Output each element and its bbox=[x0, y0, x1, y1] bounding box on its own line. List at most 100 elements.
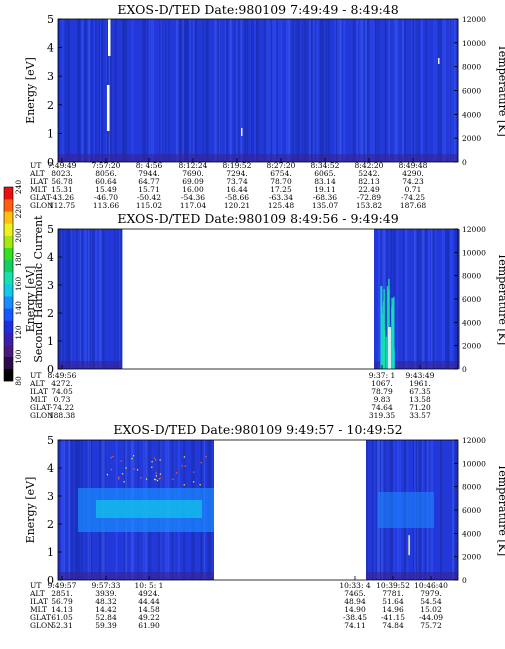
streak bbox=[418, 19, 420, 162]
plume bbox=[385, 336, 388, 369]
streak bbox=[263, 19, 266, 162]
streak bbox=[180, 19, 183, 162]
gap-mark bbox=[438, 58, 440, 64]
table-cell: -63.34 bbox=[269, 193, 293, 202]
table-cell: 6065. bbox=[314, 169, 335, 178]
y2-tick-label: 8000 bbox=[462, 483, 481, 492]
streak bbox=[325, 19, 327, 162]
streak bbox=[364, 19, 368, 162]
plot-area bbox=[58, 229, 460, 369]
table-cell: 8:12:24 bbox=[179, 161, 208, 170]
streak bbox=[457, 229, 460, 369]
hot-dot bbox=[140, 477, 142, 479]
colorbar-swatch bbox=[4, 332, 13, 345]
colorbar-label: Second Harmonic Current bbox=[32, 215, 45, 363]
streak bbox=[311, 19, 314, 162]
table-cell: 4272. bbox=[51, 379, 72, 388]
streak bbox=[451, 229, 453, 369]
y2-tick-label: 4000 bbox=[462, 529, 481, 538]
hot-dot bbox=[183, 484, 185, 486]
streak bbox=[217, 19, 220, 162]
y2-tick-label: 2000 bbox=[462, 553, 481, 562]
plume bbox=[386, 353, 388, 369]
table-cell: 112.75 bbox=[49, 201, 75, 210]
low-band bbox=[58, 361, 122, 369]
streak bbox=[94, 19, 97, 162]
streak bbox=[420, 19, 424, 162]
streak bbox=[251, 19, 253, 162]
y2-tick-label: 2000 bbox=[462, 134, 481, 143]
streak bbox=[144, 19, 147, 162]
streak bbox=[75, 440, 78, 580]
gap-mark bbox=[408, 535, 410, 556]
streak bbox=[433, 19, 436, 162]
hot-dot bbox=[110, 456, 112, 459]
table-cell: 125.48 bbox=[268, 201, 294, 210]
streak bbox=[425, 229, 428, 369]
streak bbox=[385, 229, 388, 369]
y-tick-label: 1 bbox=[47, 127, 54, 140]
streak bbox=[442, 19, 445, 162]
streak bbox=[252, 19, 254, 162]
hot-dot bbox=[118, 476, 120, 479]
streak bbox=[309, 19, 311, 162]
hot-dot bbox=[154, 459, 157, 461]
streak bbox=[390, 19, 392, 162]
streak bbox=[82, 19, 85, 162]
hot-dot bbox=[154, 478, 156, 481]
streak bbox=[67, 229, 70, 369]
streak bbox=[322, 19, 324, 162]
table-cell: 64.77 bbox=[138, 177, 160, 186]
y2-tick-label: 4000 bbox=[462, 110, 481, 119]
streak bbox=[101, 19, 104, 162]
table-cell: 15.71 bbox=[138, 185, 159, 194]
table-cell: 7690. bbox=[182, 169, 203, 178]
streak bbox=[122, 19, 125, 162]
streak bbox=[117, 229, 120, 369]
streak bbox=[411, 19, 413, 162]
y-tick-label: 0 bbox=[47, 363, 54, 376]
table-cell: 71.20 bbox=[409, 403, 431, 412]
streak bbox=[85, 229, 87, 369]
plot-area bbox=[58, 19, 459, 162]
y-axis-label: Energy [eV] bbox=[24, 57, 37, 124]
table-cell: 17.25 bbox=[270, 185, 292, 194]
streak bbox=[286, 19, 288, 162]
y-tick-label: 2 bbox=[47, 307, 54, 320]
table-cell: 115.02 bbox=[136, 201, 162, 210]
row-label: GLAT bbox=[30, 403, 51, 412]
streak bbox=[415, 19, 417, 162]
row-label: GLON bbox=[30, 411, 54, 420]
streak bbox=[359, 19, 362, 162]
table-cell: 13.58 bbox=[409, 395, 431, 404]
streak bbox=[88, 19, 91, 162]
streak bbox=[402, 19, 404, 162]
gap-mark bbox=[107, 85, 110, 131]
table-cell: 75.72 bbox=[420, 621, 442, 630]
table-cell: 8: 4:56 bbox=[136, 161, 163, 170]
table-cell: 59.39 bbox=[95, 621, 117, 630]
streak bbox=[416, 229, 419, 369]
streak bbox=[79, 19, 81, 162]
y2-tick-label: 10000 bbox=[462, 459, 486, 468]
hot-dot bbox=[153, 457, 156, 459]
streak bbox=[102, 229, 105, 369]
streak bbox=[194, 19, 196, 162]
colorbar-swatch bbox=[4, 296, 13, 309]
streak bbox=[182, 19, 184, 162]
table-cell: 78.70 bbox=[270, 177, 292, 186]
panel-title: EXOS-D/TED Date:980109 7:49:49 - 8:49:48 bbox=[117, 2, 398, 17]
streak bbox=[363, 19, 365, 162]
colorbar-swatch bbox=[4, 211, 13, 224]
low-band bbox=[58, 572, 214, 580]
table-cell: 56.79 bbox=[51, 597, 73, 606]
streak bbox=[74, 440, 76, 580]
colorbar-swatch bbox=[4, 368, 13, 382]
streak bbox=[152, 19, 155, 162]
streak bbox=[412, 19, 415, 162]
streak bbox=[296, 19, 299, 162]
streak bbox=[287, 19, 290, 162]
streak bbox=[214, 19, 217, 162]
table-cell: 14.96 bbox=[382, 605, 404, 614]
